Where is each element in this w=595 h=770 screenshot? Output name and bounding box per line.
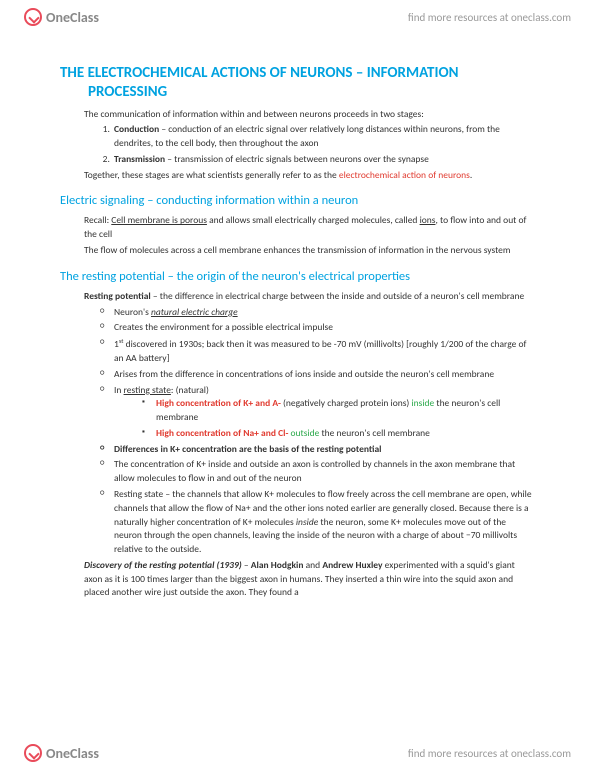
ions-underline: ions (420, 214, 436, 226)
disc-and: and (303, 559, 322, 571)
footer-bar: OneClass find more resources at oneclass… (0, 736, 595, 770)
together-line: Together, these stages are what scientis… (84, 169, 535, 183)
electrochemical-term: electrochemical action of neurons (339, 169, 470, 181)
resting-state-sublist: High concentration of K+ and A- (negativ… (142, 397, 535, 440)
stage-text: – transmission of electric signals betwe… (165, 153, 429, 165)
inside-word: inside (411, 397, 434, 409)
hodgkin-name: Alan Hodgkin (251, 559, 304, 571)
brand-logo-footer: OneClass (24, 744, 99, 762)
logo-text-footer: OneClass (46, 745, 99, 762)
together-pre: Together, these stages are what scientis… (84, 169, 339, 181)
bullet-item: Neuron's natural electric charge (100, 306, 535, 320)
recall-mid: and allows small electrically charged mo… (207, 214, 420, 226)
title-line-2: PROCESSING (60, 83, 535, 102)
brand-logo: OneClass (24, 8, 99, 26)
recall-underline: Cell membrane is porous (111, 214, 207, 226)
b5-post: : (natural) (171, 384, 209, 396)
header-bar: OneClass find more resources at oneclass… (0, 0, 595, 34)
resting-bullets: Neuron's natural electric charge Creates… (100, 306, 535, 557)
b1-underline: natural electric charge (151, 306, 238, 318)
document-body: THE ELECTROCHEMICAL ACTIONS OF NEURONS –… (0, 34, 595, 612)
title-line-1: THE ELECTROCHEMICAL ACTIONS OF NEURONS –… (60, 64, 458, 82)
bullet-item-bold: Differences in K+ concentration are the … (100, 443, 535, 457)
resting-label: Resting potential (84, 290, 151, 302)
sq2-tail: the neuron's cell membrane (319, 427, 430, 439)
square-item: High concentration of K+ and A- (negativ… (142, 397, 535, 425)
stage-item: Conduction – conduction of an electric s… (112, 123, 535, 151)
logo-icon (24, 744, 42, 762)
section-heading-resting: The resting potential – the origin of th… (60, 268, 535, 286)
high-k-a: High concentration of K+ and A- (156, 397, 281, 409)
bullet-item: In resting state: (natural) High concent… (100, 384, 535, 441)
huxley-name: Andrew Huxley (322, 559, 382, 571)
bullet-item: Creates the environment for a possible e… (100, 321, 535, 335)
outside-word: outside (288, 427, 319, 439)
stages-list: Conduction – conduction of an electric s… (112, 123, 535, 166)
intro-text: The communication of information within … (84, 108, 535, 122)
stage-text: – conduction of an electric signal over … (114, 123, 500, 149)
square-item: High concentration of Na+ and Cl- outsid… (142, 427, 535, 441)
logo-text: OneClass (46, 9, 99, 26)
recall-line: Recall: Cell membrane is porous and allo… (84, 214, 535, 242)
stage-item: Transmission – transmission of electric … (112, 153, 535, 167)
flow-line: The flow of molecules across a cell memb… (84, 244, 535, 258)
resources-link-top[interactable]: find more resources at oneclass.com (408, 11, 571, 24)
stage-label: Conduction (114, 123, 159, 135)
bullet-item: Resting state – the channels that allow … (100, 488, 535, 557)
resting-def: Resting potential – the difference in el… (84, 290, 535, 304)
bullet-item: Arises from the difference in concentrat… (100, 368, 535, 382)
stage-label: Transmission (114, 153, 165, 165)
section-heading-signaling: Electric signaling – conducting informat… (60, 192, 535, 210)
bullet-item: The concentration of K+ inside and outsi… (100, 458, 535, 486)
b8-inside-italic: inside (296, 516, 318, 528)
together-post: . (470, 169, 472, 181)
resting-text: – the difference in electrical charge be… (151, 290, 524, 302)
logo-icon (24, 8, 42, 26)
bullet-item: 1st discovered in 1930s; back then it wa… (100, 337, 535, 366)
discovery-title: Discovery of the resting potential (1939… (84, 559, 242, 571)
recall-pre: Recall: (84, 214, 111, 226)
high-na-cl: High concentration of Na+ and Cl- (156, 427, 288, 439)
b5-underline: resting state (124, 384, 171, 396)
b5-pre: In (114, 384, 124, 396)
sq1-black: (negatively charged protein ions) (281, 397, 412, 409)
b1-pre: Neuron's (114, 306, 151, 318)
disc-sep: – (242, 559, 251, 571)
resources-link-bottom[interactable]: find more resources at oneclass.com (408, 747, 571, 760)
page-title: THE ELECTROCHEMICAL ACTIONS OF NEURONS –… (60, 64, 535, 102)
discovery-para: Discovery of the resting potential (1939… (84, 559, 535, 600)
